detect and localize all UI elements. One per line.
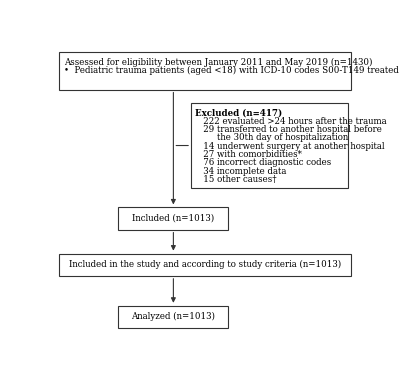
Text: Included in the study and according to study criteria (n=1013): Included in the study and according to s…	[69, 260, 341, 269]
Text: Excluded (n=417): Excluded (n=417)	[195, 108, 282, 117]
Bar	[118, 306, 228, 328]
Text: Analyzed (n=1013): Analyzed (n=1013)	[131, 312, 215, 322]
Bar	[191, 103, 348, 188]
Bar	[118, 207, 228, 230]
Text: the 30th day of hospitalization: the 30th day of hospitalization	[195, 134, 348, 142]
Text: 222 evaluated >24 hours after the trauma: 222 evaluated >24 hours after the trauma	[195, 117, 386, 126]
Text: Included (n=1013): Included (n=1013)	[132, 214, 214, 223]
Bar	[59, 253, 351, 276]
Text: •  Pediatric trauma patients (aged <18) with ICD-10 codes S00-T149 treated at th: • Pediatric trauma patients (aged <18) w…	[64, 66, 400, 75]
Text: Assessed for eligibility between January 2011 and May 2019 (n=1430): Assessed for eligibility between January…	[64, 58, 372, 67]
Text: 76 incorrect diagnostic codes: 76 incorrect diagnostic codes	[195, 159, 331, 168]
Text: 27 with comorbidities*: 27 with comorbidities*	[195, 150, 302, 159]
Text: 14 underwent surgery at another hospital: 14 underwent surgery at another hospital	[195, 142, 384, 151]
Text: 29 transferred to another hospital before: 29 transferred to another hospital befor…	[195, 125, 382, 134]
Bar	[59, 52, 351, 90]
Text: 15 other causes†: 15 other causes†	[195, 175, 276, 184]
Text: 34 incomplete data: 34 incomplete data	[195, 167, 286, 176]
